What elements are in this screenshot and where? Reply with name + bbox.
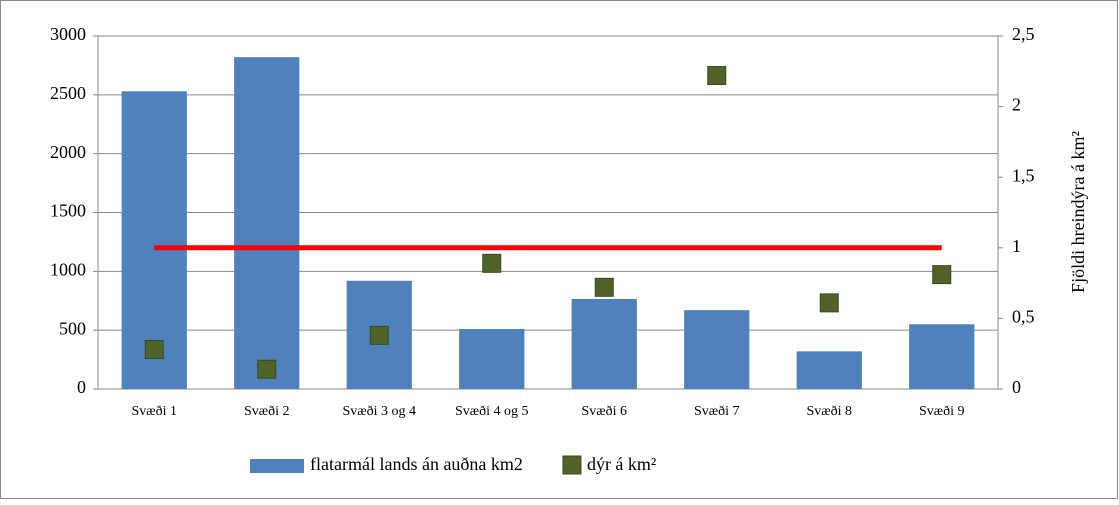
y2-tick-label: 2 (1012, 95, 1021, 115)
y2-tick-label: 0 (1012, 377, 1021, 397)
bar (234, 57, 300, 390)
y2-tick-label: 1,5 (1012, 165, 1035, 185)
x-tick-label: Svæði 4 og 5 (455, 404, 529, 419)
x-tick-label: Svæði 8 (806, 404, 852, 419)
marker (594, 277, 614, 297)
y-tick-label: 2500 (50, 83, 86, 103)
x-tick-label: Svæði 7 (694, 404, 740, 419)
marker (482, 253, 502, 273)
legend-label: dýr á km² (587, 454, 656, 474)
x-tick-label: Svæði 6 (581, 404, 627, 419)
y-tick-label: 1000 (50, 259, 86, 279)
marker (707, 66, 727, 86)
marker (369, 325, 389, 345)
bar (459, 328, 525, 389)
y-tick-label: 3000 (50, 24, 86, 44)
y-tick-label: 1500 (50, 201, 86, 221)
x-tick-label: Svæði 2 (244, 404, 290, 419)
marker (257, 359, 277, 379)
y-tick-label: 2000 (50, 142, 86, 162)
y2-tick-label: 0,5 (1012, 307, 1035, 327)
marker (144, 339, 164, 359)
bar (571, 298, 637, 389)
x-tick-label: Svæði 1 (131, 404, 177, 419)
marker (932, 265, 952, 285)
legend-label: flatarmál lands án auðna km2 (310, 454, 523, 474)
x-tick-label: Svæði 3 og 4 (342, 404, 416, 419)
legend-swatch (562, 455, 582, 475)
y-tick-label: 500 (59, 318, 86, 338)
bar (684, 310, 750, 389)
marker (819, 293, 839, 313)
y-tick-label: 0 (77, 377, 86, 397)
y2-tick-label: 2,5 (1012, 24, 1035, 44)
x-tick-label: Svæði 9 (919, 404, 965, 419)
bar (796, 351, 862, 389)
bar (909, 324, 975, 389)
y2-tick-label: 1 (1012, 236, 1021, 256)
y2-axis-label: Fjöldi hreindýra á km² (1068, 131, 1088, 293)
legend-swatch (250, 459, 304, 473)
bar (121, 91, 187, 389)
